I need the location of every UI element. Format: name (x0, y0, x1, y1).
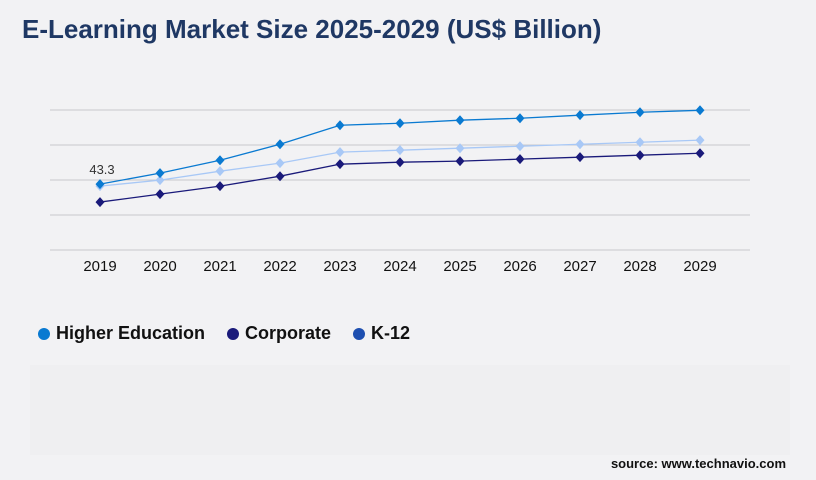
source-credit: source: www.technavio.com (610, 456, 786, 471)
data-point (635, 107, 645, 118)
data-point (155, 189, 165, 200)
data-point (95, 179, 105, 190)
data-point (215, 181, 225, 192)
legend-item-k-12[interactable]: K-12 (353, 323, 410, 344)
data-point (575, 110, 585, 121)
data-point (575, 152, 585, 163)
chart-title: E-Learning Market Size 2025-2029 (US$ Bi… (22, 14, 602, 44)
data-point (515, 113, 525, 124)
data-point (575, 139, 585, 150)
data-point (275, 171, 285, 182)
legend-marker (227, 327, 240, 340)
line-chart: 2019 2020 2021 2022 2023 2024 2025 2026 2027 2028… (50, 105, 750, 275)
data-point (695, 105, 705, 116)
legend-item-corporate[interactable]: Corporate (227, 323, 331, 344)
data-point (635, 150, 645, 161)
data-point (275, 158, 285, 169)
data-point (275, 139, 285, 150)
x-tick-label: 2022 (263, 258, 296, 275)
data-point (335, 120, 345, 131)
legend-label: K-12 (371, 323, 411, 343)
data-label: 43.3 (89, 162, 114, 177)
data-point (635, 137, 645, 148)
x-tick-label: 2023 (323, 258, 356, 275)
data-point (155, 168, 165, 179)
data-point (335, 147, 345, 158)
legend-label: Higher Education (56, 323, 206, 343)
data-point (335, 159, 345, 170)
data-point (695, 148, 705, 159)
data-point (455, 143, 465, 154)
legend-item-higher-education[interactable]: Higher Education (38, 323, 205, 344)
x-tick-label: 2019 (83, 258, 116, 275)
x-tick-label: 2021 (203, 258, 236, 275)
data-point (455, 156, 465, 167)
legend: Higher Education Corporate K-12 (38, 323, 410, 344)
data-point (215, 155, 225, 166)
x-tick-label: 2024 (383, 258, 416, 275)
data-point (515, 141, 525, 152)
data-point (395, 157, 405, 168)
data-point (695, 135, 705, 146)
data-point (395, 145, 405, 156)
data-point (215, 166, 225, 177)
x-tick-label: 2025 (443, 258, 476, 275)
x-tick-label: 2029 (683, 258, 716, 275)
x-tick-label: 2026 (503, 258, 536, 275)
data-point (155, 175, 165, 186)
legend-marker (353, 327, 366, 340)
x-tick-label: 2027 (563, 258, 596, 275)
x-tick-label: 2020 (143, 258, 176, 275)
data-point (95, 197, 105, 208)
empty-panel (30, 365, 790, 455)
legend-label: Corporate (245, 323, 332, 343)
legend-marker (38, 327, 50, 340)
data-point (515, 154, 525, 165)
data-point (395, 118, 405, 129)
data-point (455, 115, 465, 126)
x-tick-label: 2028 (623, 258, 656, 275)
